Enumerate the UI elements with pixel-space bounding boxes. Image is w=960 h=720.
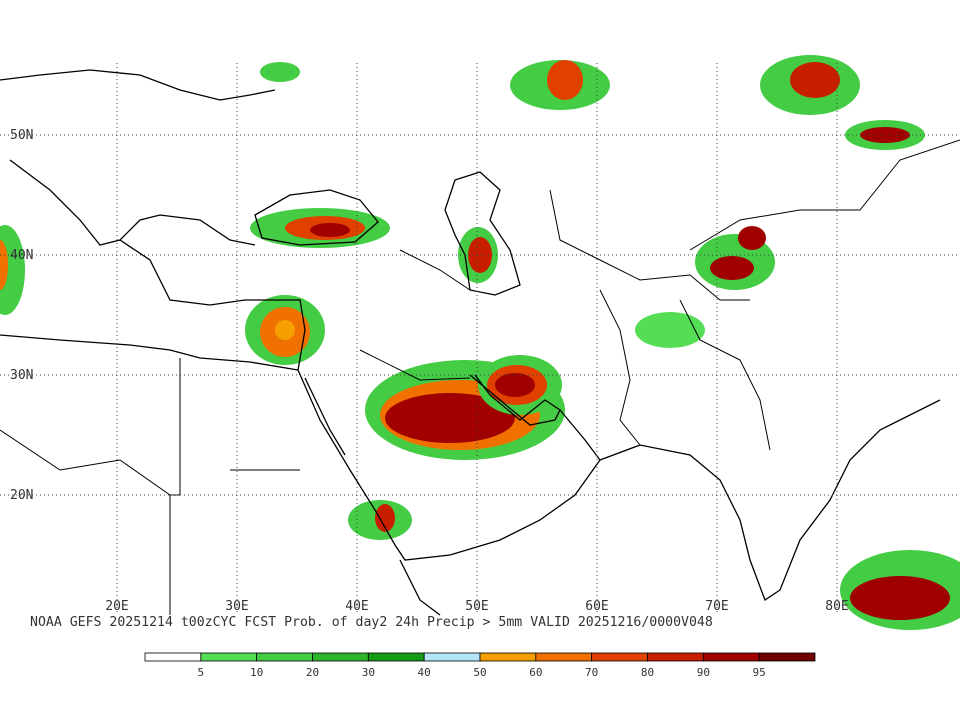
- colorbar-label: 90: [697, 666, 710, 679]
- colorbar-label: 20: [306, 666, 319, 679]
- lat-label: 30N: [10, 368, 33, 383]
- lon-label: 70E: [705, 599, 728, 614]
- colorbar-label: 40: [418, 666, 431, 679]
- colorbar-swatch: [144, 652, 202, 662]
- graticule: [0, 63, 960, 615]
- colorbar-swatch: [312, 652, 369, 662]
- colorbar-swatch: [479, 652, 537, 662]
- colorbar-label: 60: [529, 666, 542, 679]
- lon-label: 60E: [585, 599, 608, 614]
- colorbar-label: 5: [198, 666, 205, 679]
- graticule-labels: 50N 40N 30N 20N 20E 30E 40E 50E 60E 70E 80E: [10, 128, 849, 614]
- lon-label: 40E: [345, 599, 368, 614]
- colorbar-label: 80: [641, 666, 654, 679]
- colorbar-swatch: [591, 652, 648, 662]
- lat-label: 20N: [10, 488, 33, 503]
- colorbar-label: 30: [362, 666, 375, 679]
- coastlines: [0, 69, 941, 616]
- colorbar-swatch: [367, 652, 425, 662]
- colorbar-swatch: [647, 652, 704, 662]
- colorbar-label: 10: [250, 666, 263, 679]
- lat-label: 50N: [10, 128, 33, 143]
- precip-areas: [0, 55, 960, 630]
- lon-label: 50E: [465, 599, 488, 614]
- colorbar-swatch: [200, 652, 258, 662]
- lat-label: 40N: [10, 248, 33, 263]
- map-panel: 50N 40N 30N 20N 20E 30E 40E 50E 60E 70E 80E NOAA G…: [0, 55, 960, 630]
- colorbar-swatch: [702, 652, 760, 662]
- colorbar-swatch: [758, 652, 816, 662]
- borders: [0, 139, 960, 615]
- caption: NOAA GEFS 20251214 t00zCYC FCST Prob. of…: [30, 615, 713, 630]
- colorbar-swatch: [256, 652, 313, 662]
- lon-label: 20E: [105, 599, 128, 614]
- colorbar: 5 10 20 30 40 50 60 70 80 90 95: [144, 652, 816, 679]
- colorbar-swatch: [535, 652, 593, 662]
- colorbar-label: 70: [585, 666, 598, 679]
- colorbar-swatch: [423, 652, 481, 662]
- lon-label: 80E: [825, 599, 848, 614]
- lon-label: 30E: [225, 599, 248, 614]
- colorbar-label: 50: [473, 666, 486, 679]
- colorbar-label: 95: [753, 666, 766, 679]
